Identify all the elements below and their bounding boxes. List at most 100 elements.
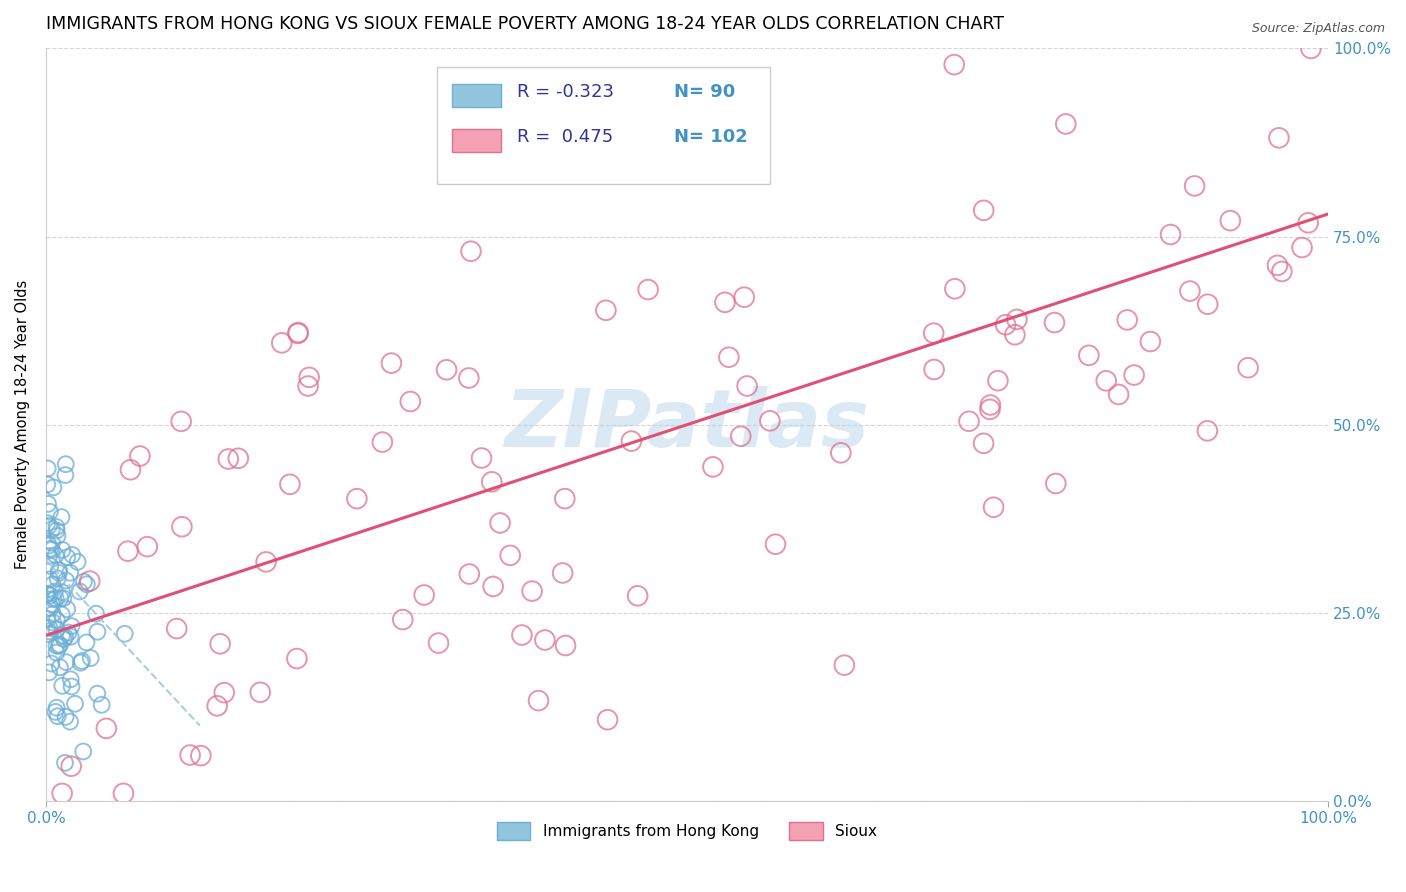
- Point: [458, 567, 481, 582]
- Point: [297, 379, 319, 393]
- Point: [70, 654, 93, 668]
- Point: [637, 283, 659, 297]
- Point: [285, 651, 308, 665]
- Point: [37, 516, 59, 530]
- Point: [45, 639, 67, 653]
- Point: [270, 335, 292, 350]
- Point: [41, 597, 63, 611]
- Point: [38, 665, 60, 680]
- Point: [436, 363, 458, 377]
- Point: [49, 591, 72, 606]
- Point: [714, 295, 737, 310]
- Point: [391, 613, 413, 627]
- Point: [55, 457, 77, 471]
- Point: [59, 630, 82, 644]
- Point: [45, 623, 67, 637]
- Point: [717, 350, 740, 364]
- Point: [41, 657, 63, 671]
- Point: [55, 655, 77, 669]
- Point: [86, 687, 108, 701]
- Text: N= 102: N= 102: [675, 128, 748, 146]
- Text: R =  0.475: R = 0.475: [516, 128, 613, 146]
- Point: [481, 475, 503, 489]
- Point: [830, 446, 852, 460]
- Point: [51, 543, 73, 558]
- Y-axis label: Female Poverty Among 18-24 Year Olds: Female Poverty Among 18-24 Year Olds: [15, 280, 30, 569]
- Point: [427, 636, 450, 650]
- Point: [534, 632, 557, 647]
- Point: [1139, 334, 1161, 349]
- Point: [620, 434, 643, 448]
- Point: [987, 374, 1010, 388]
- Point: [1184, 178, 1206, 193]
- Point: [45, 520, 67, 534]
- Point: [730, 429, 752, 443]
- Point: [1197, 424, 1219, 438]
- Point: [1005, 312, 1028, 326]
- Point: [346, 491, 368, 506]
- Point: [1271, 264, 1294, 278]
- Point: [41, 522, 63, 536]
- Point: [979, 402, 1001, 417]
- Point: [49, 660, 72, 674]
- Point: [205, 698, 228, 713]
- Point: [38, 621, 60, 635]
- Point: [41, 542, 63, 557]
- Point: [554, 639, 576, 653]
- Point: [1095, 374, 1118, 388]
- Point: [73, 574, 96, 589]
- Point: [48, 566, 70, 580]
- Point: [38, 572, 60, 586]
- Point: [1077, 348, 1099, 362]
- Point: [48, 563, 70, 577]
- Point: [1267, 258, 1289, 272]
- Text: ZIPatlas: ZIPatlas: [505, 385, 869, 464]
- Point: [1054, 117, 1077, 131]
- Point: [39, 541, 62, 556]
- Point: [41, 607, 63, 621]
- Point: [60, 548, 83, 562]
- Point: [69, 656, 91, 670]
- Point: [38, 518, 60, 533]
- Point: [190, 748, 212, 763]
- Point: [45, 646, 67, 660]
- Point: [37, 587, 59, 601]
- Point: [249, 685, 271, 699]
- Point: [56, 602, 79, 616]
- Point: [226, 451, 249, 466]
- Point: [39, 505, 62, 519]
- Point: [59, 673, 82, 687]
- Point: [55, 574, 77, 588]
- Point: [179, 747, 201, 762]
- FancyBboxPatch shape: [453, 84, 501, 107]
- Point: [39, 559, 62, 574]
- Point: [287, 326, 309, 341]
- Point: [1178, 284, 1201, 298]
- Point: [983, 500, 1005, 515]
- Point: [51, 786, 73, 800]
- Point: [254, 555, 277, 569]
- Point: [53, 630, 76, 644]
- Point: [994, 318, 1017, 332]
- Point: [42, 592, 65, 607]
- Point: [733, 290, 755, 304]
- Point: [120, 463, 142, 477]
- Point: [37, 612, 59, 626]
- Text: IMMIGRANTS FROM HONG KONG VS SIOUX FEMALE POVERTY AMONG 18-24 YEAR OLDS CORRELAT: IMMIGRANTS FROM HONG KONG VS SIOUX FEMAL…: [46, 15, 1004, 33]
- Point: [45, 524, 67, 538]
- Point: [595, 303, 617, 318]
- Text: N= 90: N= 90: [675, 83, 735, 101]
- Point: [765, 537, 787, 551]
- Point: [51, 628, 73, 642]
- Point: [596, 713, 619, 727]
- Point: [1043, 316, 1066, 330]
- Point: [56, 550, 79, 565]
- Text: R = -0.323: R = -0.323: [516, 83, 613, 101]
- Point: [1160, 227, 1182, 242]
- Point: [96, 722, 118, 736]
- Point: [46, 709, 69, 723]
- Point: [1291, 240, 1313, 254]
- Point: [49, 638, 72, 652]
- Point: [63, 697, 86, 711]
- Point: [53, 756, 76, 770]
